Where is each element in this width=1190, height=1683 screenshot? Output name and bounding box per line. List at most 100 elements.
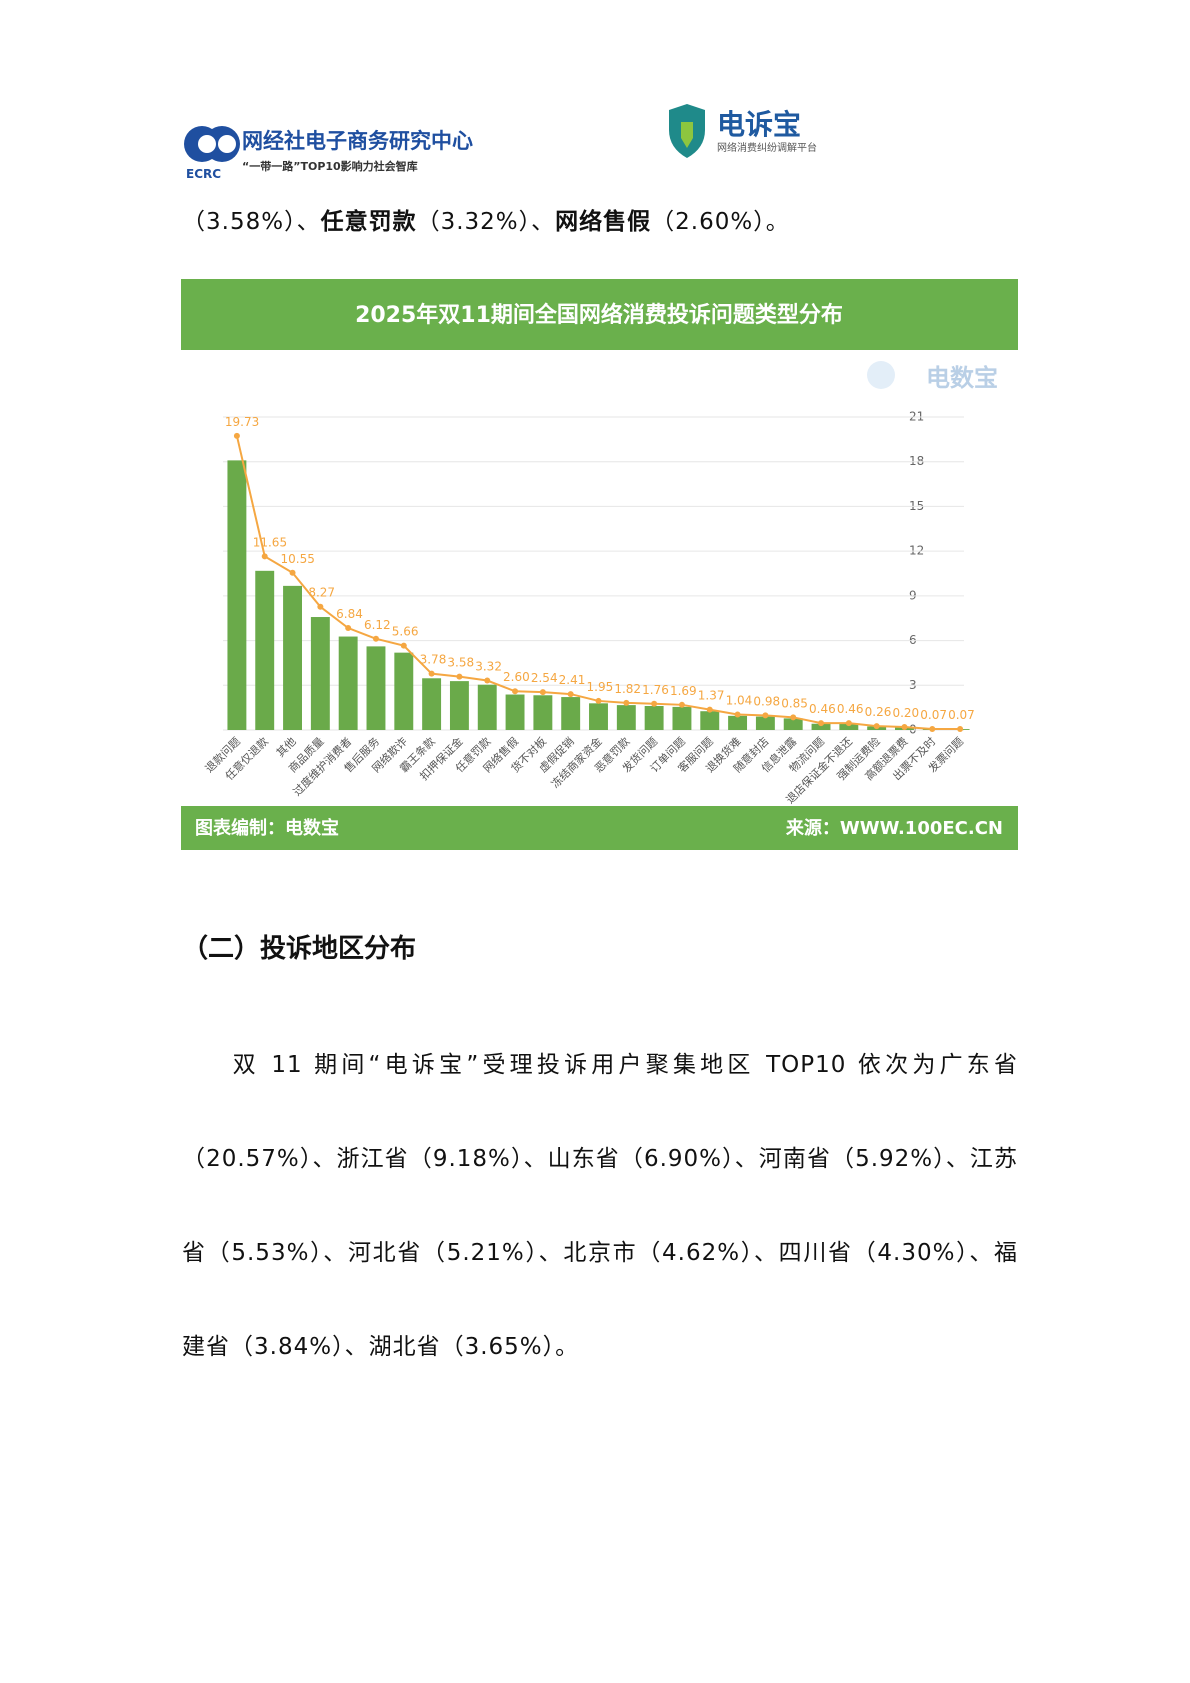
text-run: （3.58%）、 xyxy=(182,209,321,235)
line-point xyxy=(845,720,852,727)
paragraph: 双 11 期间“电诉宝”受理投诉用户聚集地区 TOP10 依次为广东省（20.5… xyxy=(182,1052,1018,1360)
data-label: 0.07 xyxy=(948,708,975,722)
line-point xyxy=(512,688,519,695)
paragraph: （3.58%）、任意罚款（3.32%）、网络售假（2.60%）。 xyxy=(182,175,1018,269)
line-point xyxy=(678,701,685,708)
line-point xyxy=(957,725,964,732)
data-label: 1.37 xyxy=(698,689,725,703)
org-subtitle: “一带一路”TOP10影响力社会智库 xyxy=(242,159,418,173)
bar xyxy=(616,705,636,730)
data-label: 2.54 xyxy=(531,671,558,685)
bar xyxy=(644,706,664,730)
bar xyxy=(728,715,748,730)
data-label: 19.73 xyxy=(225,415,259,429)
data-label: 0.85 xyxy=(781,696,808,710)
org-abbr: ECRC xyxy=(186,167,221,181)
line-point xyxy=(539,689,546,696)
data-label: 8.27 xyxy=(308,586,335,600)
data-label: 0.07 xyxy=(920,708,947,722)
watermark: 电数宝 xyxy=(926,364,998,392)
data-label: 0.46 xyxy=(809,702,836,716)
section-heading: （二）投诉地区分布 xyxy=(182,934,417,964)
ecrc-logo: 网经社电子商务研究中心 ECRC “一带一路”TOP10影响力社会智库 xyxy=(184,126,473,181)
line-point xyxy=(873,723,880,730)
line-point xyxy=(484,677,491,684)
data-label: 0.98 xyxy=(753,694,780,708)
line-point xyxy=(261,553,268,560)
line-point xyxy=(567,691,574,698)
y-tick-label: 12 xyxy=(909,544,924,558)
bar xyxy=(533,695,553,730)
chart: 2025年双11期间全国网络消费投诉问题类型分布 电数宝 图表编制：电数宝 来源… xyxy=(181,279,1018,850)
line-point xyxy=(372,635,379,642)
bar xyxy=(366,646,386,730)
chart-credit: 图表编制：电数宝 xyxy=(195,817,339,839)
line-point xyxy=(734,711,741,718)
bar xyxy=(505,694,525,730)
chart-header xyxy=(181,279,1018,350)
data-label: 1.69 xyxy=(670,684,697,698)
chart-source: 来源：WWW.100EC.CN xyxy=(785,817,1003,839)
dsb-logo: 电诉宝 网络消费纠纷调解平台 xyxy=(669,104,817,158)
chart-title: 2025年双11期间全国网络消费投诉问题类型分布 xyxy=(355,302,843,328)
line-point xyxy=(595,697,602,704)
bar xyxy=(700,711,720,730)
y-tick-label: 6 xyxy=(909,633,917,647)
platform-subtitle: 网络消费纠纷调解平台 xyxy=(717,141,817,154)
line-point xyxy=(929,725,936,732)
bar xyxy=(255,570,275,730)
bar xyxy=(811,723,831,730)
line-point xyxy=(233,432,240,439)
bar xyxy=(283,585,302,730)
line-point xyxy=(706,706,713,713)
line-point xyxy=(289,569,296,576)
line-point xyxy=(456,673,463,680)
chart-footer xyxy=(181,806,1018,850)
data-label: 1.82 xyxy=(614,682,641,696)
data-label: 2.41 xyxy=(559,673,586,687)
line-point xyxy=(790,714,797,721)
line-point xyxy=(762,712,769,719)
bar xyxy=(338,636,358,730)
text-run: （2.60%）。 xyxy=(651,209,790,235)
data-label: 0.46 xyxy=(837,702,864,716)
watermark-icon xyxy=(867,361,895,389)
line-point xyxy=(818,720,825,727)
bar xyxy=(672,706,692,730)
data-label: 2.60 xyxy=(503,670,530,684)
line-point xyxy=(345,625,352,632)
bar xyxy=(755,716,775,730)
bar xyxy=(561,697,581,730)
bar xyxy=(839,723,859,730)
platform-name: 电诉宝 xyxy=(717,108,801,141)
bar xyxy=(422,678,442,730)
data-label: 1.95 xyxy=(587,680,614,694)
line-point xyxy=(428,670,435,677)
text-run: 网络售假 xyxy=(555,209,652,235)
data-label: 1.76 xyxy=(642,683,669,697)
data-label: 0.20 xyxy=(892,706,919,720)
text-run: （3.32%）、 xyxy=(416,209,556,235)
data-label: 3.78 xyxy=(420,653,447,667)
data-label: 3.32 xyxy=(475,660,502,674)
data-label: 11.65 xyxy=(253,535,287,549)
text-run: 任意罚款 xyxy=(320,209,417,235)
data-label: 6.84 xyxy=(336,607,363,621)
bar xyxy=(310,617,330,730)
bar xyxy=(394,652,414,730)
data-label: 1.04 xyxy=(726,693,753,707)
bar xyxy=(589,703,608,730)
line-point xyxy=(317,603,324,610)
line-point xyxy=(651,700,658,707)
line-point xyxy=(901,724,908,731)
line-point xyxy=(623,699,630,706)
data-label: 0.26 xyxy=(865,705,892,719)
data-label: 3.58 xyxy=(447,656,474,670)
bar xyxy=(227,460,247,730)
bar xyxy=(449,681,469,730)
data-label: 10.55 xyxy=(281,552,315,566)
bar xyxy=(783,718,803,730)
bar xyxy=(477,684,497,730)
data-label: 6.12 xyxy=(364,618,391,632)
